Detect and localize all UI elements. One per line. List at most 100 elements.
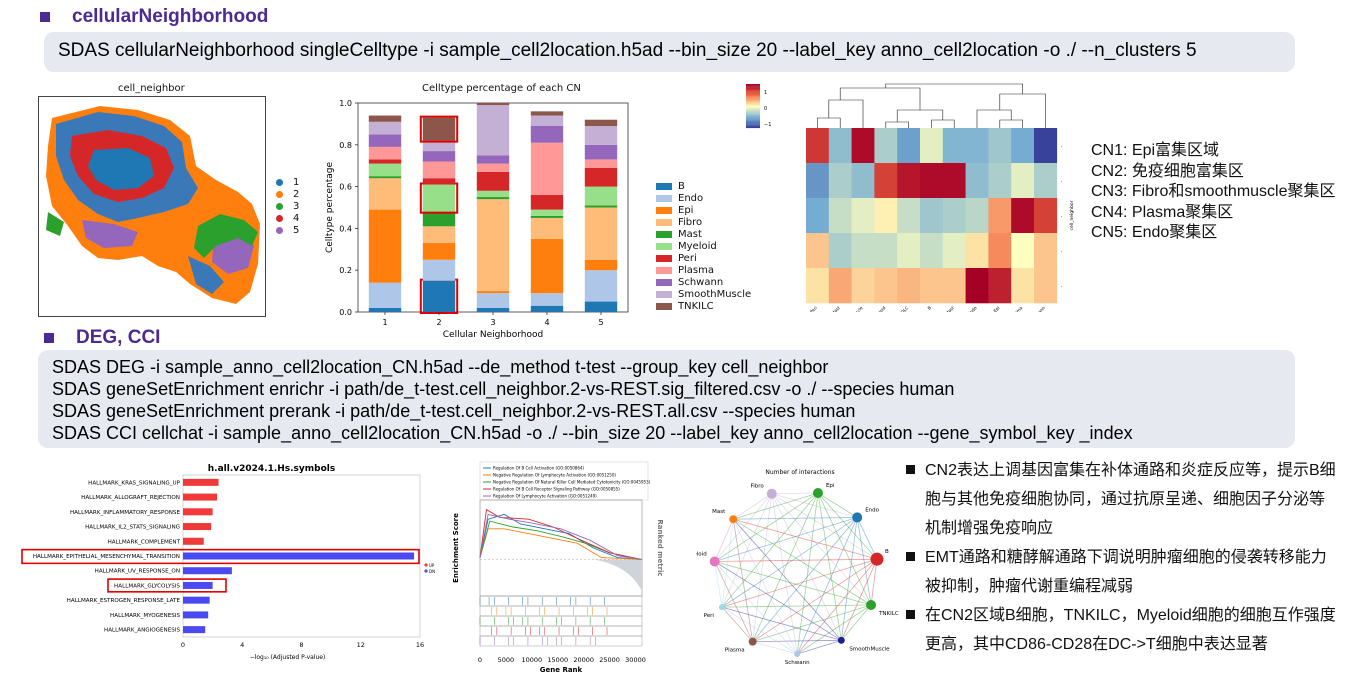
network-edge (752, 493, 773, 642)
legend-label: 1 (293, 176, 300, 188)
heatmap-cell (920, 163, 944, 199)
network-edge (841, 604, 872, 641)
x-tick-label: 5 (598, 318, 603, 327)
bar-plot: 0.0 0.2 0.4 0.6 0.8 1.0 1 2 3 4 5 Cellular Neighbor… (325, 99, 629, 340)
network-edge (721, 604, 872, 608)
spatial-map (38, 96, 266, 317)
bar-segment-endo (422, 259, 456, 281)
network-edge (771, 493, 842, 641)
highlight-box (21, 548, 420, 565)
bar-segment-fibro (368, 178, 402, 210)
gsea-y-axis-label: Enrichment Score (452, 513, 460, 583)
chart-title: Celltype percentage of each CN (422, 83, 581, 94)
network-edge (732, 518, 842, 641)
colorbar-tick-label: 0 (764, 106, 767, 112)
bar-segment-myeloid (476, 190, 510, 198)
command-line: SDAS CCI cellchat -i sample_anno_cell2lo… (52, 423, 1133, 443)
y-axis-label: Celltype percentage (325, 162, 335, 253)
bar-segment-myeloid (368, 163, 402, 177)
conclusion-bullet-2: EMT通路和糖酵解通路下调说明肿瘤细胞的侵袭转移能力被抑制，肿瘤代谢重编程减弱 (906, 543, 1338, 601)
gsea-hit-row (479, 615, 643, 627)
network-edge (752, 639, 842, 643)
gsea-es-curve (479, 508, 643, 560)
network-edge (714, 558, 877, 562)
network-edge (721, 519, 734, 608)
bar-segment-epi (422, 243, 456, 260)
section-title: DEG, CCI (76, 327, 161, 348)
heatmap-cell (897, 233, 921, 269)
heatmap: 10−1-----PeriMastSmoothMuscleMyeloidTNKI… (746, 83, 1075, 330)
bar-segment-b (530, 305, 564, 312)
network-plot: Number of interactions Fibro Epi Endo B TNKIL… (685, 469, 898, 666)
network-edge (721, 517, 858, 608)
bar-segment-plasma (476, 163, 510, 172)
enrich-x-axis-label: −log₁₀ (Adjusted P-value) (250, 654, 326, 661)
enrich-bar (183, 611, 209, 619)
cn-description-4: CN4: Plasma聚集区 (1091, 203, 1234, 221)
bar-segment-mast (530, 215, 564, 218)
network-edge (752, 604, 872, 642)
bar-segment-peri (476, 171, 510, 191)
bar-segment-smoothmuscle (530, 115, 564, 126)
enrich-bar (183, 493, 218, 501)
gsea-plot: Regulation Of B Cell Activation (GO:0050… (452, 461, 664, 674)
command-line: SDAS DEG -i sample_anno_cell2location_CN… (52, 357, 829, 377)
network-edge (721, 492, 819, 608)
network-node-myeloid (709, 556, 720, 567)
heatmap-cell (965, 198, 989, 234)
bar-segment-mast (368, 176, 402, 179)
gsea-x-tick-label: 30000 (625, 656, 646, 664)
legend-swatch (276, 190, 283, 198)
bar-segment-plasma (530, 142, 564, 195)
x-tick-label: 1 (382, 318, 387, 327)
heatmap-cell (874, 233, 898, 269)
enrich-term-label: HALLMARK_ESTROGEN_RESPONSE_LATE (67, 598, 181, 604)
network-edge (817, 492, 842, 641)
heatmap-cell (851, 268, 875, 304)
heatmap-col-label: SmoothMuscle (838, 305, 864, 312)
bar-legend-item: Schwann (656, 276, 751, 288)
legend-swatch (656, 230, 672, 238)
heatmap-cell (1011, 163, 1035, 199)
bar-legend-item: SmoothMuscle (656, 288, 751, 300)
legend-swatch (276, 214, 283, 222)
dendrogram-top (817, 83, 1046, 128)
legend-label: SmoothMuscle (678, 288, 752, 300)
command-box-cn: SDAS cellularNeighborhood singleCelltype… (44, 32, 1295, 72)
bar-legend-item: Myeloid (656, 240, 751, 252)
network-edge (733, 518, 872, 606)
legend-swatch (656, 302, 672, 310)
ranked-metric-area (593, 559, 642, 592)
heatmap-cell (920, 198, 944, 234)
bar-segment-myeloid (530, 209, 564, 216)
bar-legend-item: Epi (656, 204, 751, 216)
heatmap-cell (828, 128, 852, 164)
heatmap-cell (965, 163, 989, 199)
highlight-box (107, 578, 227, 593)
heatmap-col-label: Myeloid (872, 305, 887, 312)
heatmap-cell (851, 163, 875, 199)
network-edge (840, 517, 858, 641)
bar-segment-myeloid (422, 184, 456, 212)
section-heading-cn: cellularNeighborhood (40, 6, 268, 28)
bar-segment-smoothmuscle (368, 121, 402, 135)
legend-swatch (656, 206, 672, 214)
bar-segment-plasma (368, 146, 402, 160)
bar-segment-schwann (476, 155, 510, 164)
network-edge (796, 517, 858, 655)
bar-segment-smoothmuscle (476, 105, 510, 156)
spatial-plot-title: cell_neighbor (118, 83, 185, 94)
region-cn3 (194, 214, 258, 258)
enrichment-chart: h.all.v2024.1.Hs.symbols 0 4 8 12 16 −log₁₀ (A… (20, 460, 440, 678)
gsea-legend-label: Regulation Of B Cell Receptor Signaling … (493, 487, 620, 492)
heatmap-cell (806, 198, 830, 234)
heatmap-col-label: Mast (944, 305, 955, 312)
section-heading-deg: DEG, CCI (44, 327, 160, 349)
network-edge (771, 493, 872, 606)
bar-legend-item: B (656, 180, 751, 192)
enrich-bar (183, 567, 232, 575)
heatmap-row-tick: - (1061, 249, 1063, 254)
network-edge (797, 639, 842, 655)
bar-segment-schwann (530, 125, 564, 143)
region-cn1c (188, 256, 224, 294)
